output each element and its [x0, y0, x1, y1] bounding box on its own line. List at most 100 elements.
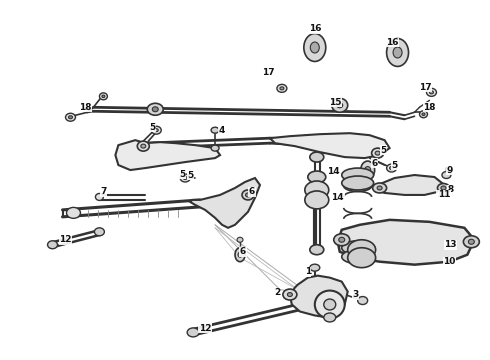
Ellipse shape: [342, 176, 374, 190]
Ellipse shape: [95, 228, 104, 236]
Text: 5: 5: [179, 170, 185, 179]
Ellipse shape: [334, 234, 350, 246]
Ellipse shape: [48, 241, 57, 249]
Ellipse shape: [387, 164, 396, 172]
Text: 18: 18: [79, 103, 92, 112]
Text: 5: 5: [392, 161, 398, 170]
Ellipse shape: [183, 176, 187, 180]
Ellipse shape: [151, 126, 161, 134]
Text: 6: 6: [240, 247, 246, 256]
Ellipse shape: [442, 171, 451, 179]
Ellipse shape: [102, 95, 105, 98]
Text: 6: 6: [371, 158, 378, 167]
Ellipse shape: [419, 111, 427, 118]
Ellipse shape: [211, 145, 219, 151]
Ellipse shape: [235, 248, 245, 262]
Ellipse shape: [305, 181, 329, 199]
Ellipse shape: [393, 47, 402, 58]
Polygon shape: [338, 220, 474, 265]
Ellipse shape: [315, 291, 345, 319]
Ellipse shape: [365, 167, 370, 174]
Ellipse shape: [438, 184, 449, 193]
Text: 5: 5: [187, 171, 193, 180]
Ellipse shape: [337, 103, 343, 108]
Ellipse shape: [277, 84, 287, 92]
Ellipse shape: [361, 161, 375, 179]
Ellipse shape: [310, 42, 319, 53]
Text: 5: 5: [149, 123, 155, 132]
Ellipse shape: [348, 248, 376, 268]
Text: 4: 4: [219, 126, 225, 135]
Text: 5: 5: [380, 145, 387, 154]
Ellipse shape: [141, 144, 146, 148]
Ellipse shape: [280, 87, 284, 90]
Ellipse shape: [372, 183, 387, 193]
Text: 15: 15: [329, 98, 342, 107]
Text: 14: 14: [327, 167, 340, 176]
Ellipse shape: [147, 103, 163, 115]
Text: 16: 16: [386, 38, 399, 47]
Ellipse shape: [324, 313, 336, 322]
Text: 14: 14: [331, 193, 344, 202]
Polygon shape: [375, 175, 444, 195]
Ellipse shape: [152, 107, 158, 112]
Text: 12: 12: [59, 235, 72, 244]
Ellipse shape: [283, 289, 297, 300]
Ellipse shape: [310, 264, 320, 271]
Ellipse shape: [242, 190, 254, 200]
Ellipse shape: [211, 127, 219, 133]
Ellipse shape: [67, 207, 80, 219]
Text: 2: 2: [274, 288, 280, 297]
Ellipse shape: [304, 33, 326, 62]
Text: 18: 18: [423, 103, 436, 112]
Text: 10: 10: [443, 257, 456, 266]
Ellipse shape: [238, 252, 242, 257]
Ellipse shape: [422, 113, 425, 116]
Ellipse shape: [99, 93, 107, 100]
Ellipse shape: [237, 237, 243, 242]
Ellipse shape: [358, 297, 368, 305]
Ellipse shape: [342, 168, 374, 182]
Text: 7: 7: [100, 188, 107, 197]
Ellipse shape: [390, 167, 393, 170]
Text: 3: 3: [353, 290, 359, 299]
Ellipse shape: [387, 39, 409, 67]
Ellipse shape: [342, 241, 374, 255]
Polygon shape: [290, 276, 348, 318]
Text: 1: 1: [305, 267, 311, 276]
Ellipse shape: [187, 328, 199, 337]
Ellipse shape: [180, 174, 190, 182]
Polygon shape: [115, 140, 220, 170]
Text: 11: 11: [436, 190, 449, 199]
Text: 6: 6: [249, 188, 255, 197]
Text: 13: 13: [444, 240, 457, 249]
Text: 16: 16: [309, 24, 321, 33]
Ellipse shape: [377, 186, 382, 190]
Ellipse shape: [310, 152, 324, 162]
Text: 11: 11: [438, 190, 451, 199]
Ellipse shape: [339, 237, 345, 242]
Text: 9: 9: [446, 166, 453, 175]
Ellipse shape: [305, 191, 329, 209]
Ellipse shape: [287, 293, 293, 297]
Ellipse shape: [308, 171, 326, 183]
Ellipse shape: [426, 88, 437, 96]
Ellipse shape: [69, 116, 73, 119]
Ellipse shape: [468, 239, 474, 244]
Ellipse shape: [348, 240, 376, 260]
Ellipse shape: [332, 98, 348, 112]
Ellipse shape: [310, 245, 324, 255]
Ellipse shape: [96, 193, 103, 201]
Ellipse shape: [137, 141, 149, 151]
Text: 12: 12: [199, 324, 211, 333]
Ellipse shape: [429, 91, 434, 94]
Text: 17: 17: [262, 68, 274, 77]
Ellipse shape: [342, 250, 374, 264]
Ellipse shape: [464, 236, 479, 248]
Polygon shape: [190, 178, 260, 228]
Ellipse shape: [375, 151, 380, 155]
Ellipse shape: [371, 148, 384, 158]
Polygon shape: [270, 133, 390, 158]
Ellipse shape: [324, 299, 336, 310]
Text: 17: 17: [419, 83, 432, 92]
